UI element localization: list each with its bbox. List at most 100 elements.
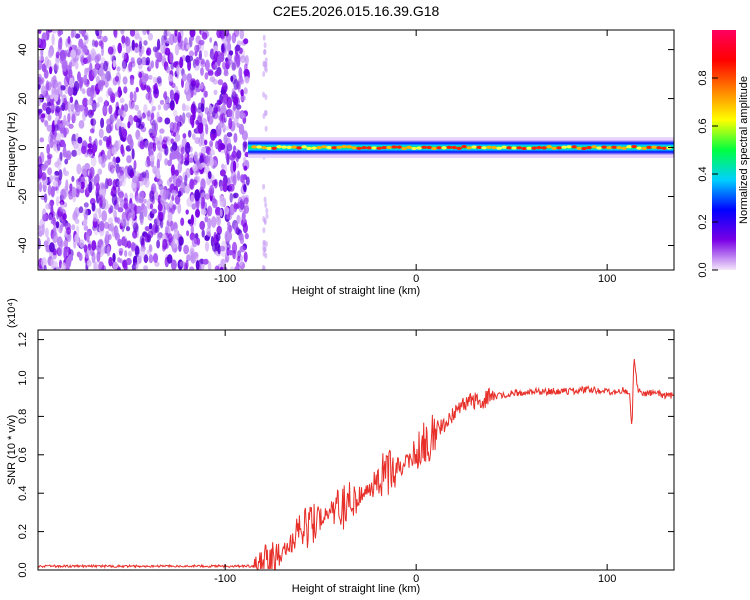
- noise-speckle: [214, 265, 220, 270]
- noise-speckle: [91, 103, 98, 111]
- signal-peak-mark: [321, 145, 327, 149]
- noise-speckle: [107, 178, 113, 187]
- noise-speckle: [142, 231, 148, 237]
- noise-speckle: [46, 153, 53, 160]
- noise-speckle: [184, 142, 191, 154]
- noise-speckle: [108, 207, 112, 215]
- noise-speckle: [79, 239, 85, 248]
- noise-speckle: [77, 71, 81, 82]
- noise-speckle: [101, 265, 106, 270]
- noise-speckle: [245, 176, 250, 186]
- signal-peak-mark: [641, 146, 647, 150]
- noise-speckle: [46, 124, 53, 132]
- noise-speckle: [164, 145, 169, 156]
- noise-speckle: [117, 42, 122, 54]
- noise-speckle: [213, 231, 217, 244]
- signal-peak-mark: [606, 146, 612, 150]
- noise-speckle: [229, 192, 233, 203]
- noise-speckle: [118, 192, 124, 203]
- noise-speckle: [108, 217, 114, 224]
- noise-speckle: [54, 170, 60, 176]
- noise-speckle: [224, 39, 228, 50]
- noise-speckle: [56, 196, 60, 207]
- noise-speckle: [40, 85, 47, 96]
- noise-speckle: [211, 197, 217, 204]
- noise-speckle: [151, 105, 156, 112]
- signal-peak-mark: [421, 145, 427, 149]
- spectrogram-ytick-label: 20: [17, 92, 29, 104]
- noise-speckle: [157, 140, 161, 151]
- noise-speckle: [264, 202, 268, 208]
- noise-speckle: [139, 246, 145, 259]
- noise-speckle: [191, 203, 197, 210]
- noise-speckle: [59, 151, 63, 162]
- noise-speckle: [47, 30, 53, 33]
- noise-speckle: [213, 107, 219, 114]
- noise-speckle: [105, 70, 111, 82]
- noise-speckle: [65, 120, 71, 127]
- noise-speckle: [114, 75, 120, 82]
- noise-speckle: [91, 39, 96, 47]
- noise-speckle: [218, 54, 225, 63]
- noise-speckle: [130, 57, 135, 64]
- noise-speckle: [45, 203, 51, 210]
- noise-speckle: [172, 237, 178, 249]
- noise-speckle: [50, 102, 55, 114]
- noise-speckle: [234, 265, 240, 270]
- figure-title: C2E5.2026.015.16.39.G18: [273, 3, 440, 19]
- noise-speckle: [164, 158, 169, 166]
- noise-speckle: [96, 53, 102, 62]
- snr-xtick-label: -100: [214, 573, 236, 585]
- noise-speckle: [49, 242, 55, 253]
- noise-speckle: [107, 46, 114, 55]
- noise-speckle: [205, 123, 209, 135]
- noise-speckle: [239, 174, 246, 183]
- noise-speckle: [97, 96, 103, 103]
- noise-speckle: [74, 218, 80, 225]
- noise-speckle: [205, 154, 211, 167]
- noise-speckle: [129, 138, 134, 150]
- noise-speckle: [129, 91, 134, 101]
- noise-speckle: [194, 137, 201, 144]
- noise-speckle: [95, 182, 100, 193]
- colorbar-tick-label: 0.2: [697, 214, 709, 229]
- noise-speckle: [143, 265, 148, 270]
- noise-speckle: [91, 202, 96, 212]
- signal-peak-mark: [356, 146, 362, 150]
- noise-speckle: [41, 172, 47, 181]
- noise-speckle: [43, 119, 48, 126]
- noise-speckle: [226, 243, 231, 250]
- noise-speckle: [76, 149, 82, 156]
- signal-peak-mark: [581, 146, 587, 151]
- noise-speckle: [214, 70, 220, 77]
- noise-speckle: [94, 208, 101, 214]
- noise-speckle: [60, 262, 67, 270]
- noise-speckle: [53, 130, 57, 138]
- noise-speckle: [225, 125, 230, 131]
- noise-speckle: [87, 143, 93, 149]
- noise-speckle: [170, 259, 177, 270]
- noise-speckle: [262, 71, 266, 77]
- noise-speckle: [187, 130, 192, 138]
- noise-speckle: [231, 150, 237, 159]
- noise-speckle: [112, 59, 117, 68]
- noise-speckle: [67, 101, 71, 113]
- noise-speckle: [202, 117, 207, 127]
- noise-speckle: [117, 139, 121, 150]
- signal-peak-mark: [556, 146, 562, 150]
- noise-speckle: [55, 221, 60, 229]
- noise-speckle: [232, 160, 237, 173]
- noise-speckle: [213, 159, 218, 168]
- noise-speckle: [207, 217, 212, 230]
- noise-speckle: [172, 109, 178, 118]
- noise-speckle: [75, 187, 80, 198]
- noise-speckle: [50, 104, 56, 110]
- noise-speckle: [133, 185, 137, 193]
- noise-speckle: [175, 93, 179, 105]
- noise-speckle: [195, 198, 200, 210]
- noise-speckle: [88, 181, 93, 193]
- noise-speckle: [57, 245, 63, 257]
- noise-speckle: [193, 238, 199, 245]
- signal-peak-mark: [591, 145, 597, 149]
- noise-speckle: [80, 181, 85, 190]
